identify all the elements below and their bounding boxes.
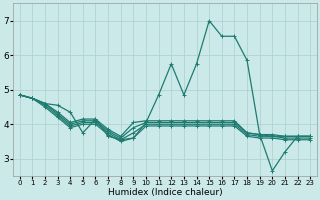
X-axis label: Humidex (Indice chaleur): Humidex (Indice chaleur) (108, 188, 222, 197)
